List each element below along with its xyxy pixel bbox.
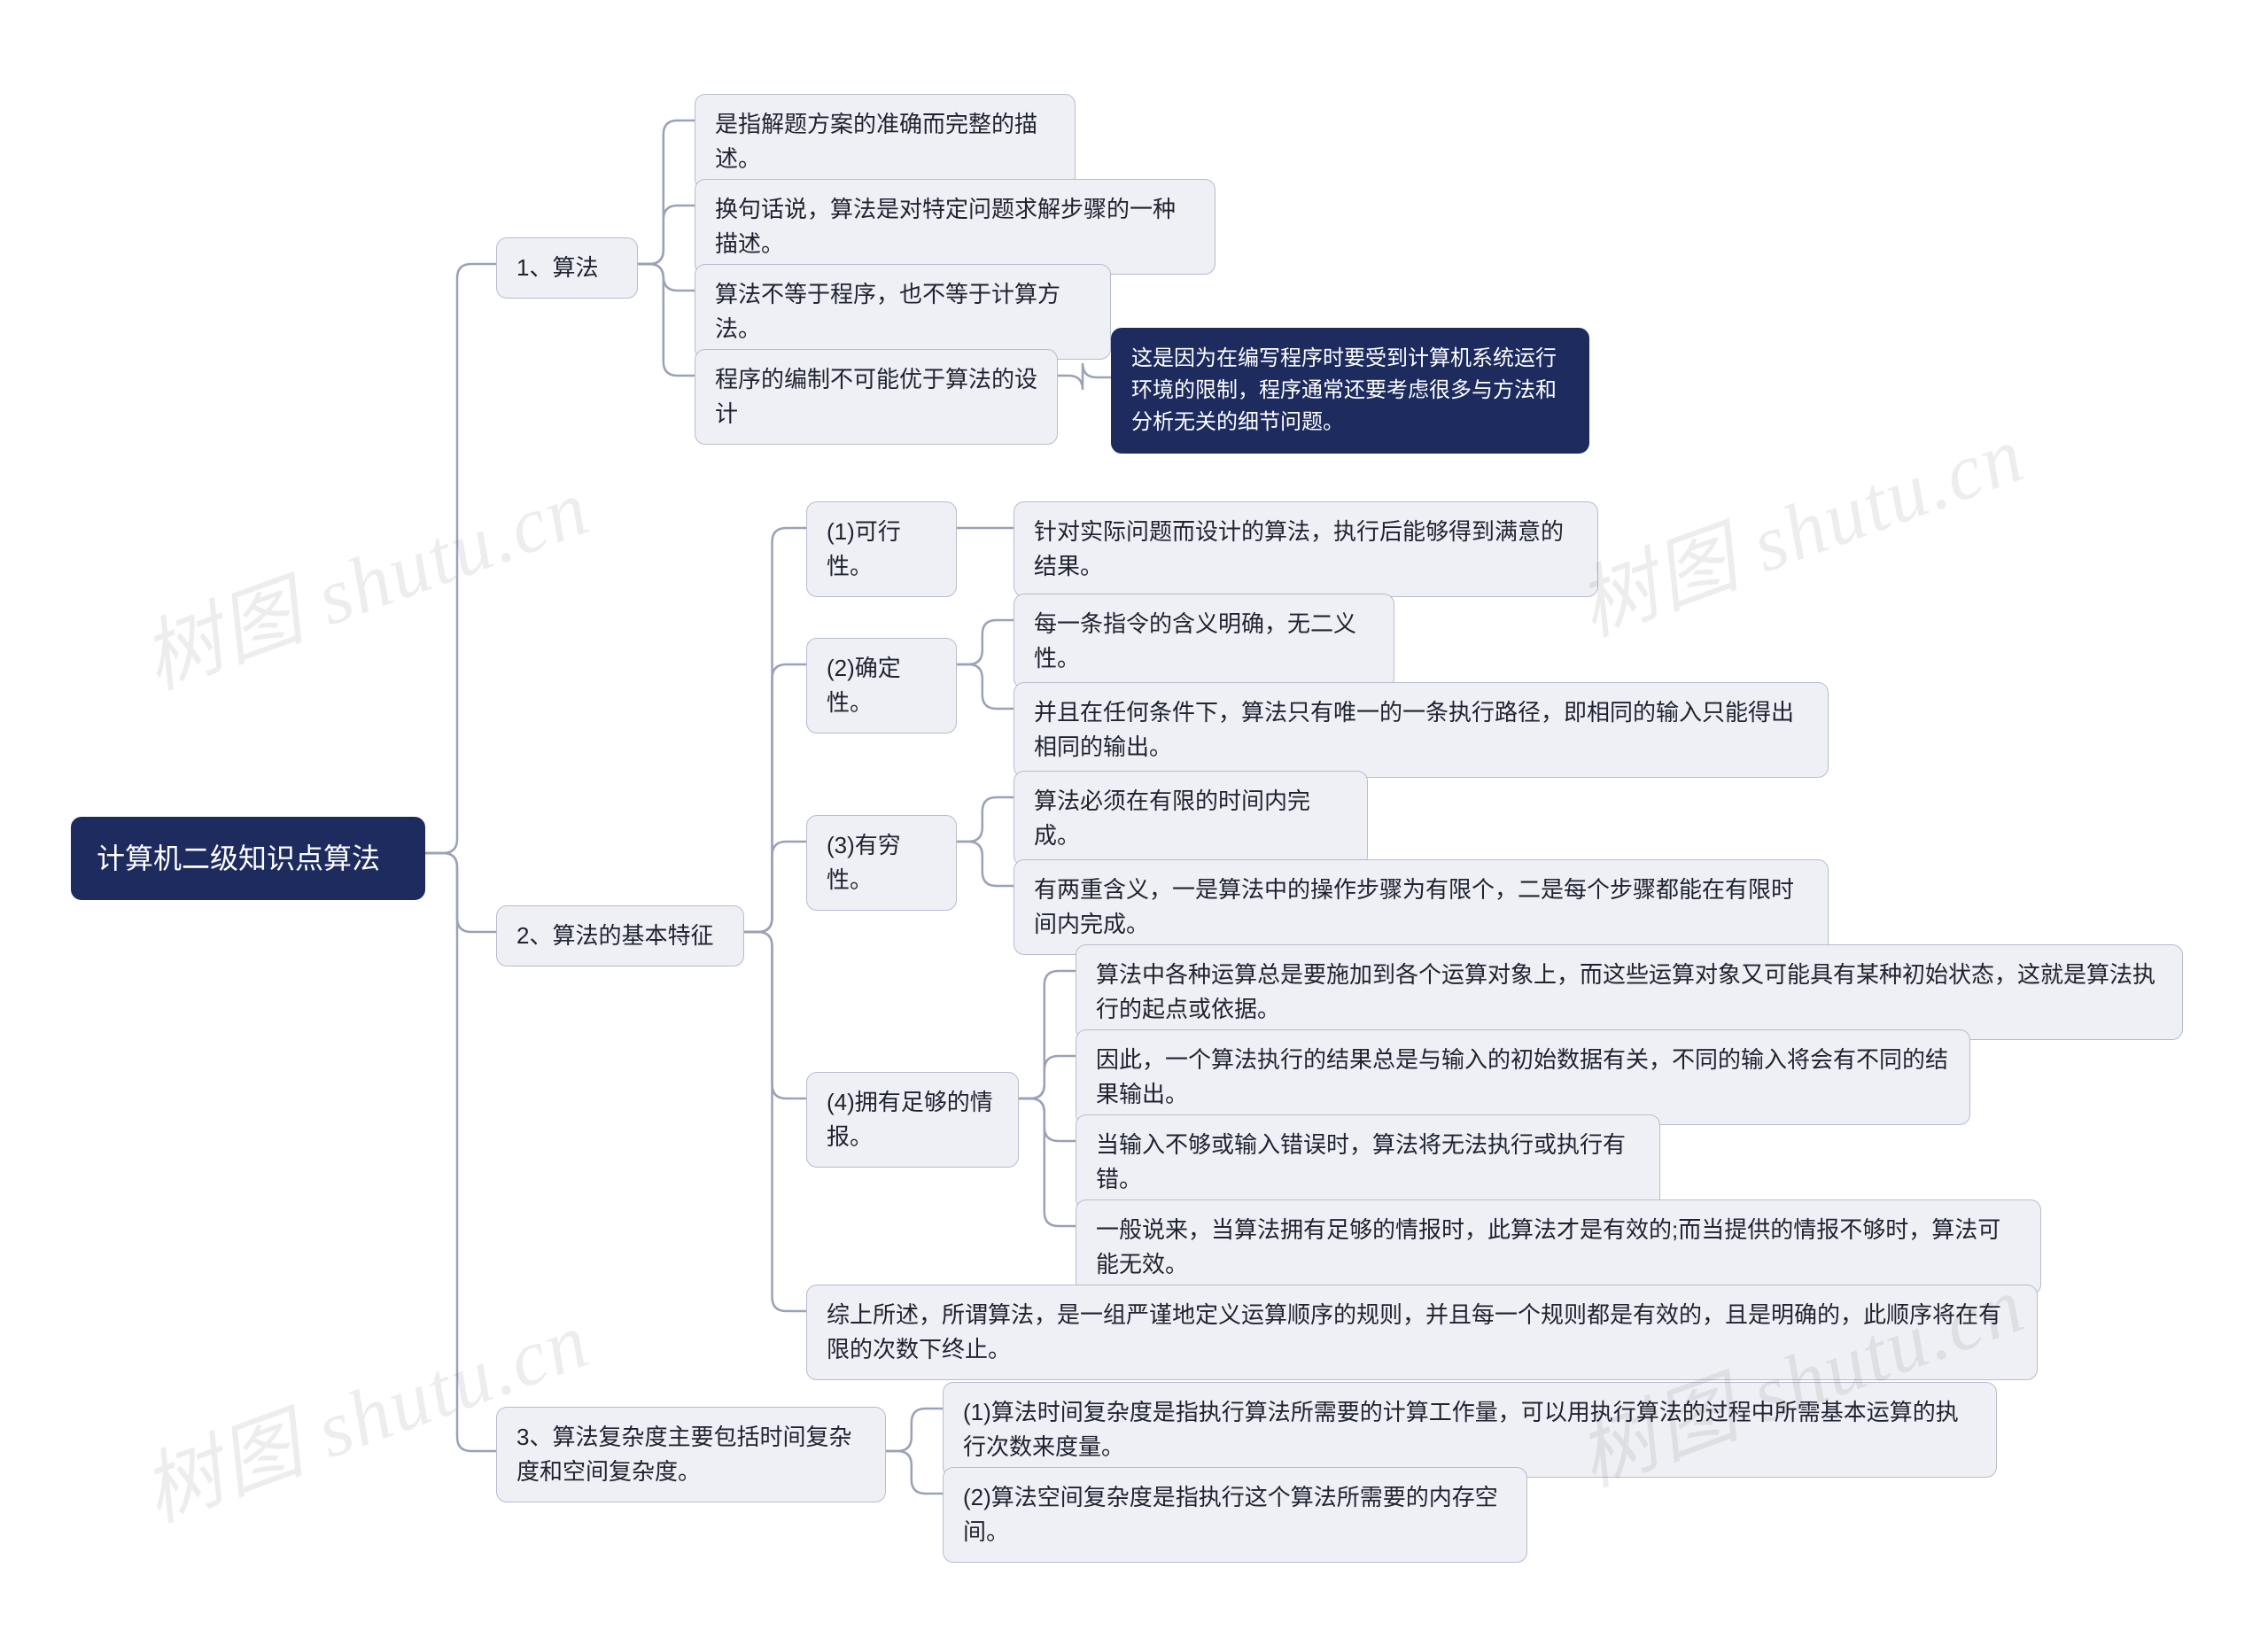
node-n1: 1、算法 [496, 237, 638, 299]
watermark: 树图 shutu.cn [124, 443, 602, 710]
node-n1d: 程序的编制不可能优于算法的设计 [695, 349, 1058, 445]
node-n2d4: 一般说来，当算法拥有足够的情报时，此算法才是有效的;而当提供的情报不够时，算法可… [1076, 1199, 2041, 1295]
node-n2d: (4)拥有足够的情报。 [806, 1072, 1019, 1168]
node-n2b: (2)确定性。 [806, 638, 957, 734]
node-n2c: (3)有穷性。 [806, 815, 957, 911]
node-n1b: 换句话说，算法是对特定问题求解步骤的一种描述。 [695, 179, 1216, 275]
node-n2c2: 有两重含义，一是算法中的操作步骤为有限个，二是每个步骤都能在有限时间内完成。 [1014, 859, 1829, 955]
node-n2a1: 针对实际问题而设计的算法，执行后能够得到满意的结果。 [1014, 501, 1598, 597]
node-n2b2: 并且在任何条件下，算法只有唯一的一条执行路径，即相同的输入只能得出相同的输出。 [1014, 682, 1829, 778]
node-n1c: 算法不等于程序，也不等于计算方法。 [695, 264, 1111, 360]
node-n3a: (1)算法时间复杂度是指执行算法所需要的计算工作量，可以用执行算法的过程中所需基… [943, 1382, 1997, 1478]
watermark: 树图 shutu.cn [1559, 390, 2038, 657]
node-n2a: (1)可行性。 [806, 501, 957, 597]
node-n1d1: 这是因为在编写程序时要受到计算机系统运行环境的限制，程序通常还要考虑很多与方法和… [1111, 328, 1589, 454]
node-n2c1: 算法必须在有限的时间内完成。 [1014, 771, 1368, 866]
mindmap-canvas: 计算机二级知识点算法 1、算法是指解题方案的准确而完整的描述。换句话说，算法是对特… [0, 0, 2268, 1638]
node-n3b: (2)算法空间复杂度是指执行这个算法所需要的内存空间。 [943, 1467, 1527, 1563]
node-n3: 3、算法复杂度主要包括时间复杂度和空间复杂度。 [496, 1407, 886, 1502]
node-n2d3: 当输入不够或输入错误时，算法将无法执行或执行有错。 [1076, 1114, 1660, 1210]
node-n2: 2、算法的基本特征 [496, 905, 744, 966]
node-n2b1: 每一条指令的含义明确，无二义性。 [1014, 594, 1394, 689]
node-n1a: 是指解题方案的准确而完整的描述。 [695, 94, 1076, 190]
node-n2d2: 因此，一个算法执行的结果总是与输入的初始数据有关，不同的输入将会有不同的结果输出… [1076, 1029, 1970, 1125]
node-n2e: 综上所述，所谓算法，是一组严谨地定义运算顺序的规则，并且每一个规则都是有效的，且… [806, 1285, 2038, 1380]
node-root: 计算机二级知识点算法 [71, 817, 425, 900]
node-n2d1: 算法中各种运算总是要施加到各个运算对象上，而这些运算对象又可能具有某种初始状态，… [1076, 944, 2183, 1040]
